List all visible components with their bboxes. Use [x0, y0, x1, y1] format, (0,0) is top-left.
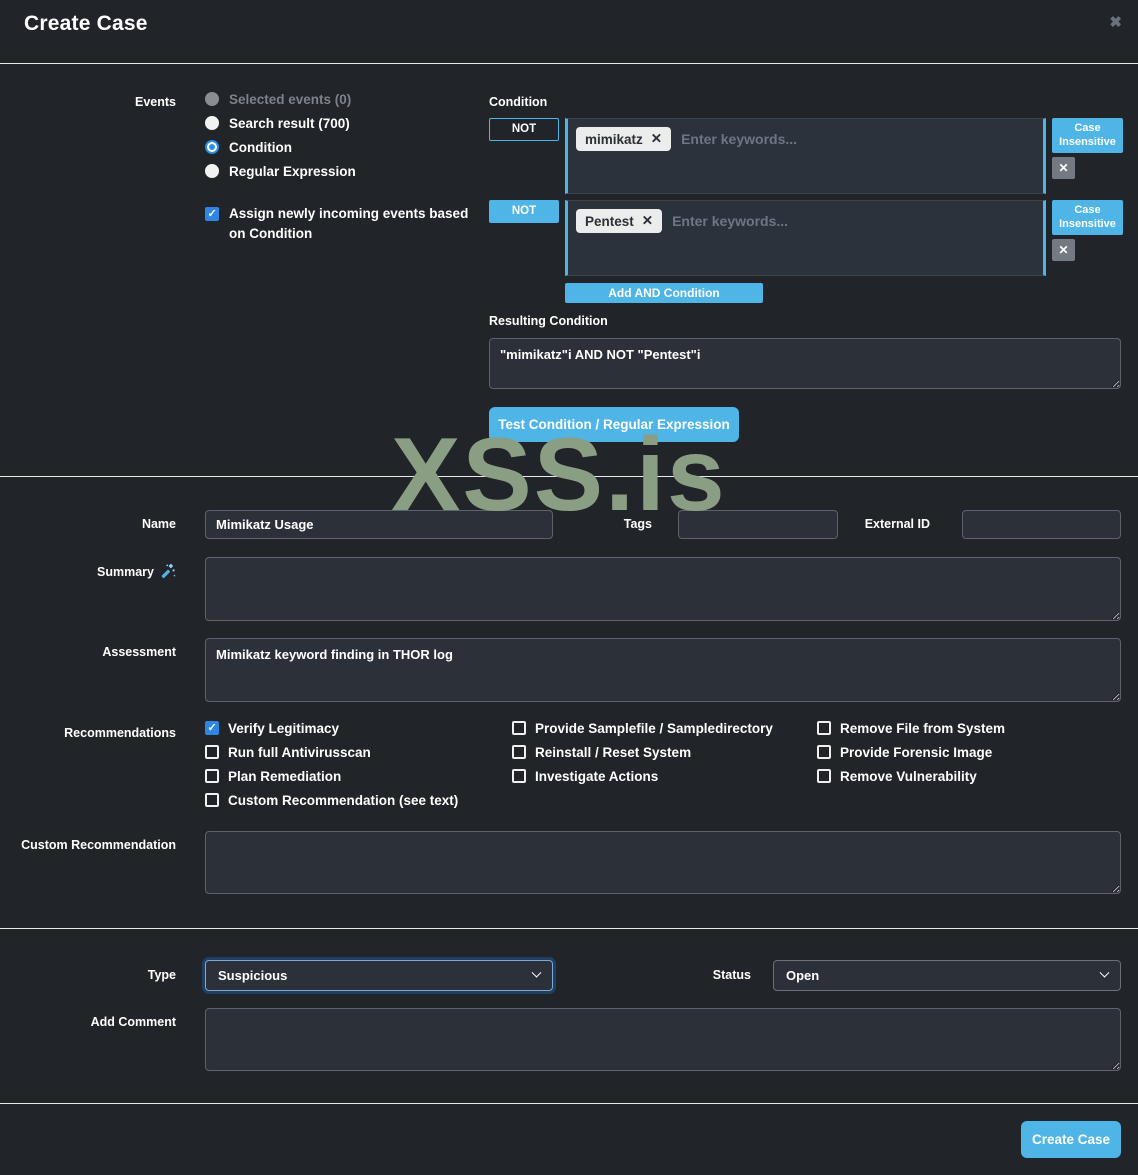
external-id-input[interactable]: [962, 510, 1121, 539]
radio-icon: [205, 164, 219, 178]
add-comment-label: Add Comment: [90, 1015, 176, 1029]
keyword-input[interactable]: [672, 213, 1035, 229]
create-case-button[interactable]: Create Case: [1021, 1121, 1121, 1158]
divider: [0, 928, 1138, 929]
radio-option-regular-expression[interactable]: Regular Expression: [205, 163, 356, 179]
name-input[interactable]: [205, 510, 553, 539]
status-label: Status: [712, 968, 751, 982]
type-label: Type: [147, 968, 176, 982]
recommendation-checkbox[interactable]: Remove Vulnerability: [817, 768, 1005, 784]
recommendations-column-3: Remove File from System Provide Forensic…: [817, 720, 1005, 792]
resulting-condition-label: Resulting Condition: [489, 314, 608, 328]
recommendation-checkbox[interactable]: Reinstall / Reset System: [512, 744, 773, 760]
add-comment-textarea[interactable]: [205, 1008, 1121, 1071]
keyword-tag: mimikatz ✕: [576, 127, 672, 151]
events-label: Events: [135, 95, 176, 109]
keyword-tag-label: Pentest: [585, 213, 634, 229]
case-insensitive-button[interactable]: Case Insensitive: [1052, 200, 1123, 235]
recommendation-checkbox[interactable]: Investigate Actions: [512, 768, 773, 784]
checkbox-icon: [817, 769, 831, 783]
close-icon[interactable]: ✖: [1109, 14, 1122, 31]
condition-section-label: Condition: [489, 95, 548, 109]
name-label: Name: [141, 517, 176, 531]
radio-checked-icon: [205, 140, 219, 154]
keyword-tag: Pentest ✕: [576, 209, 663, 233]
recommendation-checkbox[interactable]: Provide Samplefile / Sampledirectory: [512, 720, 773, 736]
status-select[interactable]: Open: [773, 960, 1121, 991]
checkbox-icon: [817, 745, 831, 759]
summary-label: Summary: [0, 563, 176, 582]
tags-input[interactable]: [678, 510, 838, 539]
checkbox-icon: [512, 721, 526, 735]
keyword-input[interactable]: [681, 131, 1035, 147]
assessment-label: Assessment: [102, 645, 176, 659]
page-title: Create Case: [24, 12, 148, 35]
divider: [0, 1103, 1138, 1104]
radio-option-condition[interactable]: Condition: [205, 139, 292, 155]
custom-recommendation-textarea[interactable]: [205, 831, 1121, 894]
remove-tag-icon[interactable]: ✕: [641, 213, 654, 228]
radio-option-selected-events[interactable]: Selected events (0): [205, 91, 351, 107]
tags-label: Tags: [623, 517, 652, 531]
recommendation-checkbox[interactable]: Custom Recommendation (see text): [205, 792, 458, 808]
radio-icon: [205, 92, 219, 106]
keyword-input-area[interactable]: Pentest ✕: [565, 200, 1046, 276]
chevron-down-icon: [1099, 967, 1110, 978]
recommendation-checkbox[interactable]: Provide Forensic Image: [817, 744, 1005, 760]
checkbox-icon: [817, 721, 831, 735]
add-and-condition-button[interactable]: Add AND Condition: [565, 283, 763, 303]
recommendation-checkbox[interactable]: Verify Legitimacy: [205, 720, 458, 736]
recommendations-column-2: Provide Samplefile / Sampledirectory Rei…: [512, 720, 773, 792]
summary-textarea[interactable]: [205, 557, 1121, 621]
remove-tag-icon[interactable]: ✕: [650, 131, 663, 146]
remove-condition-row-button[interactable]: ✕: [1052, 157, 1075, 179]
resulting-condition-textarea[interactable]: "mimikatz"i AND NOT "Pentest"i: [489, 338, 1121, 389]
type-select[interactable]: Suspicious: [205, 960, 553, 991]
recommendations-label: Recommendations: [64, 726, 176, 740]
recommendation-checkbox[interactable]: Remove File from System: [817, 720, 1005, 736]
recommendations-column-1: Verify Legitimacy Run full Antivirusscan…: [205, 720, 458, 816]
checkbox-icon: [205, 745, 219, 759]
status-select-value: Open: [786, 968, 820, 983]
checkbox-icon: [205, 793, 219, 807]
assign-events-label: Assign newly incoming events based on Co…: [229, 206, 469, 241]
assign-events-checkbox[interactable]: Assign newly incoming events based on Co…: [205, 204, 475, 244]
checkbox-icon: [512, 769, 526, 783]
divider: [0, 63, 1138, 64]
checkbox-checked-icon: [205, 721, 219, 735]
test-condition-button[interactable]: Test Condition / Regular Expression: [489, 407, 739, 442]
recommendation-checkbox[interactable]: Run full Antivirusscan: [205, 744, 458, 760]
radio-icon: [205, 116, 219, 130]
magic-wand-icon[interactable]: [160, 563, 176, 582]
type-select-value: Suspicious: [218, 968, 288, 983]
keyword-tag-label: mimikatz: [585, 131, 643, 147]
not-toggle-button[interactable]: NOT: [489, 200, 559, 223]
radio-option-search-result[interactable]: Search result (700): [205, 115, 350, 131]
not-toggle-button[interactable]: NOT: [489, 118, 559, 141]
assessment-textarea[interactable]: Mimikatz keyword finding in THOR log: [205, 638, 1121, 702]
remove-condition-row-button[interactable]: ✕: [1052, 239, 1075, 261]
chevron-down-icon: [531, 967, 542, 978]
custom-recommendation-label: Custom Recommendation: [21, 838, 176, 852]
external-id-label: External ID: [864, 517, 930, 531]
checkbox-icon: [512, 745, 526, 759]
checkbox-checked-icon: [205, 207, 219, 221]
keyword-input-area[interactable]: mimikatz ✕: [565, 118, 1046, 194]
case-insensitive-button[interactable]: Case Insensitive: [1052, 118, 1123, 153]
divider: [0, 476, 1138, 477]
recommendation-checkbox[interactable]: Plan Remediation: [205, 768, 458, 784]
checkbox-icon: [205, 769, 219, 783]
